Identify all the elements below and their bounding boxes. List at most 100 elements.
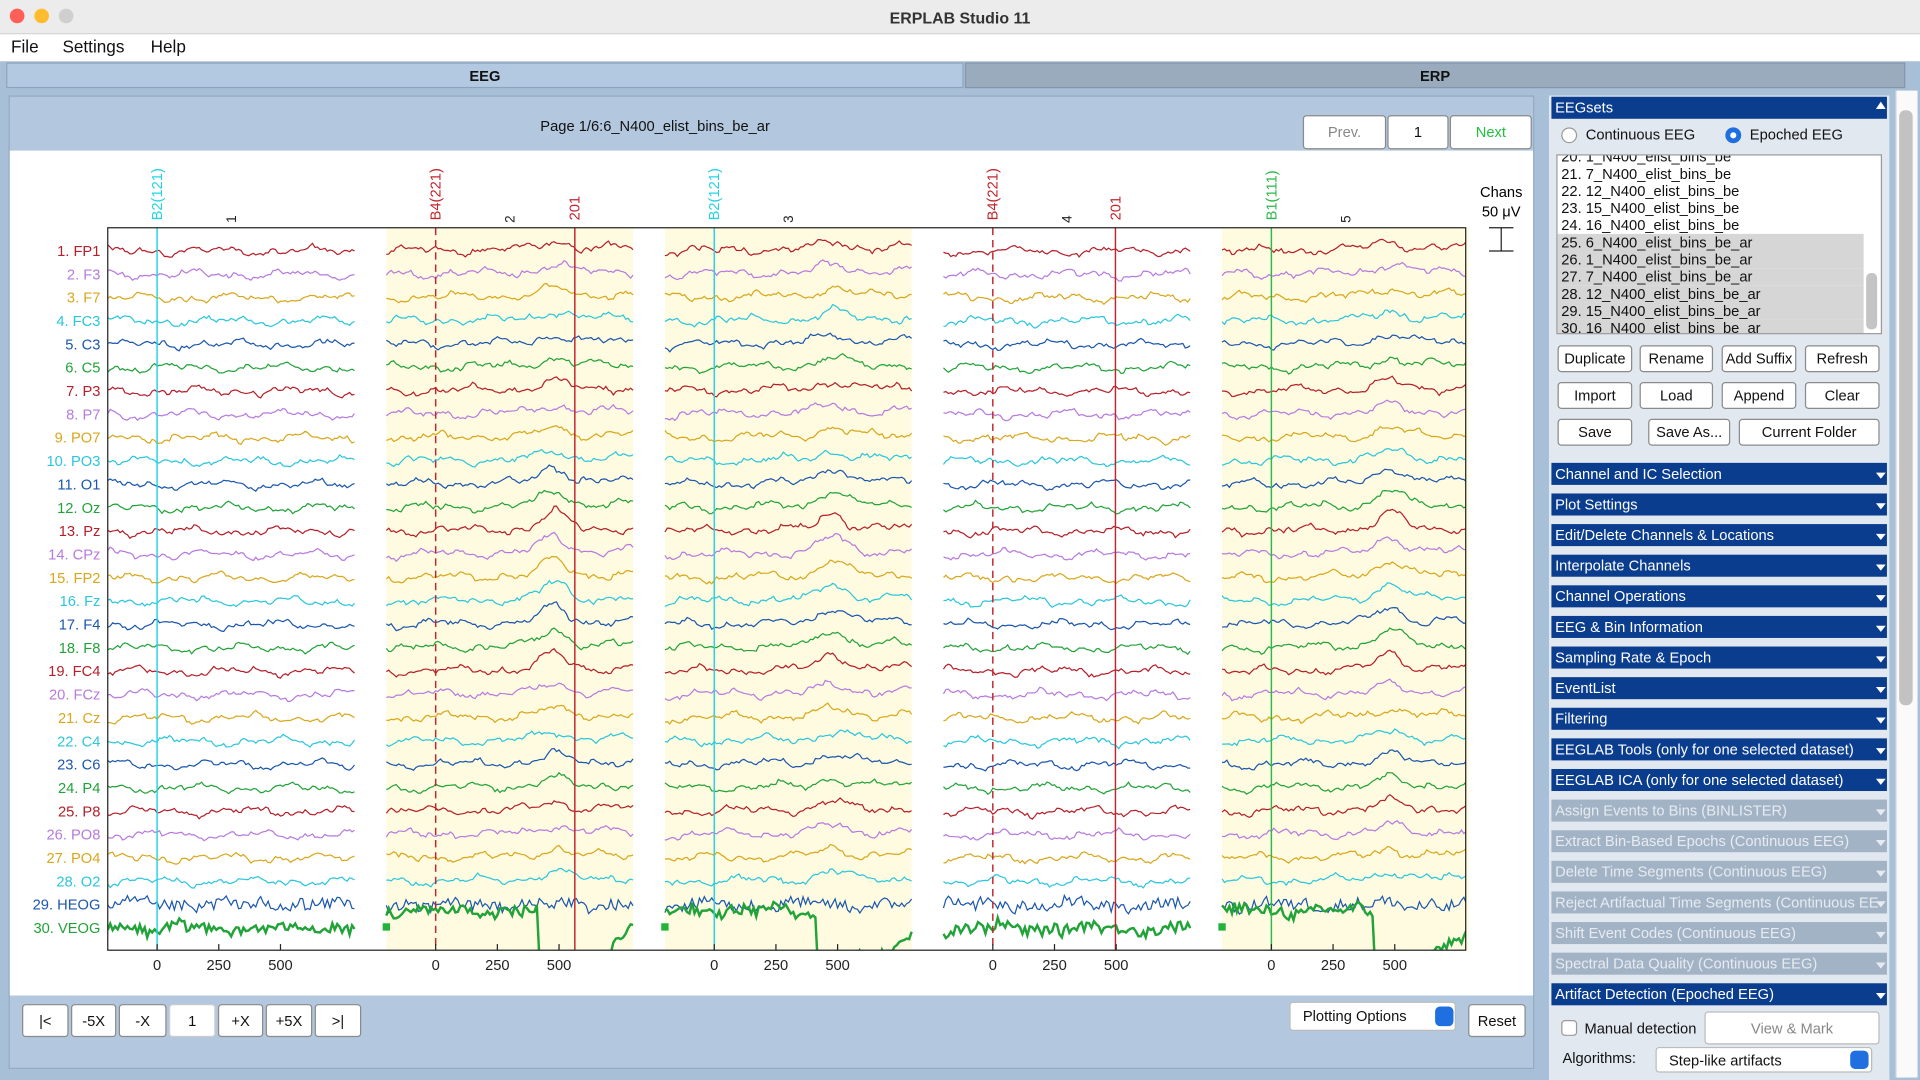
eeg-trace	[664, 381, 913, 398]
dataset-item[interactable]: 20. 1_N400_elist_bins_be	[1561, 154, 1732, 166]
page-input[interactable]: 1	[1387, 115, 1449, 150]
panel-header[interactable]: EEG & Bin Information	[1551, 615, 1887, 638]
dataset-button[interactable]: Duplicate	[1557, 345, 1633, 373]
nav-button[interactable]: -X	[118, 1004, 167, 1038]
eeg-trace	[664, 631, 912, 652]
panel-header[interactable]: EEGLAB Tools (only for one selected data…	[1551, 738, 1887, 761]
panel-header[interactable]: Artifact Detection (Epoched EEG)	[1551, 983, 1887, 1006]
panel-header[interactable]: Shift Event Codes (Continuous EEG)	[1551, 922, 1887, 945]
menu-item[interactable]: Help	[150, 36, 186, 57]
dataset-item[interactable]: 23. 15_N400_elist_bins_be	[1561, 199, 1740, 217]
view-mark-button[interactable]: View & Mark	[1704, 1011, 1880, 1045]
panel-header[interactable]: EEGLAB ICA (only for one selected datase…	[1551, 768, 1887, 792]
dataset-item[interactable]: 26. 1_N400_elist_bins_be_ar	[1557, 251, 1864, 269]
nav-button[interactable]: -5X	[71, 1004, 117, 1038]
next-button[interactable]: Next	[1449, 115, 1532, 150]
radio-button[interactable]	[1725, 127, 1742, 144]
nav-button[interactable]: +5X	[265, 1004, 313, 1038]
panel-header[interactable]: Channel Operations	[1551, 585, 1887, 608]
prev-button[interactable]: Prev.	[1302, 115, 1387, 150]
dataset-button[interactable]: Rename	[1639, 345, 1714, 373]
eeg-trace	[943, 734, 1191, 750]
eeg-trace	[1221, 649, 1466, 676]
nav-button[interactable]: +X	[217, 1004, 264, 1038]
panel-header[interactable]: Delete Time Segments (Continuous EEG)	[1551, 860, 1887, 883]
axes-box	[107, 227, 1467, 951]
radio-label[interactable]: Continuous EEG	[1585, 126, 1696, 144]
dataset-button[interactable]: Current Folder	[1738, 418, 1880, 446]
panel-header[interactable]: Assign Events to Bins (BINLISTER)	[1551, 799, 1887, 822]
window-control[interactable]	[58, 8, 74, 24]
dataset-item[interactable]: 30. 16_N400_elist_bins_be_ar	[1557, 319, 1864, 334]
eeg-trace	[943, 781, 1191, 796]
window-control[interactable]	[34, 8, 49, 24]
eeg-trace	[107, 618, 355, 633]
eeg-trace	[664, 559, 912, 585]
panel-header[interactable]: Edit/Delete Channels & Locations	[1551, 524, 1887, 547]
tab[interactable]: EEG	[6, 62, 964, 89]
x-tick-label: 0	[710, 958, 718, 974]
dataset-button[interactable]: Load	[1639, 382, 1714, 409]
eeg-trace	[386, 704, 634, 724]
dataset-item[interactable]: 24. 16_N400_elist_bins_be	[1561, 216, 1740, 234]
dataset-button[interactable]: Save As...	[1648, 418, 1731, 446]
algorithm-select[interactable]: Step-like artifacts	[1655, 1046, 1873, 1073]
checkbox-label[interactable]: Manual detection	[1584, 1020, 1697, 1038]
dataset-button[interactable]: Import	[1557, 382, 1633, 409]
eeg-trace	[664, 822, 913, 841]
panel-header[interactable]: Extract Bin-Based Epochs (Continuous EEG…	[1551, 830, 1887, 853]
eeg-trace	[1221, 399, 1466, 421]
dataset-button[interactable]: Refresh	[1804, 345, 1880, 373]
dataset-item[interactable]: 29. 15_N400_elist_bins_be_ar	[1557, 302, 1864, 320]
dataset-item[interactable]: 27. 7_N400_elist_bins_be_ar	[1557, 268, 1864, 286]
expand-arrow	[1875, 564, 1886, 571]
panel-header[interactable]: Interpolate Channels	[1551, 554, 1887, 577]
algorithms-label: Algorithms:	[1562, 1049, 1636, 1067]
panel-header[interactable]: Plot Settings	[1551, 493, 1887, 516]
expand-arrow	[1875, 962, 1886, 969]
channel-label: 18. F8	[59, 641, 101, 657]
event-label: B1(111)	[1264, 170, 1280, 220]
panel-header[interactable]: Reject Artifactual Time Segments (Contin…	[1551, 891, 1887, 914]
panel-header[interactable]: Sampling Rate & Epoch	[1551, 646, 1887, 669]
dataset-button[interactable]: Clear	[1804, 382, 1880, 409]
eeg-trace	[664, 512, 913, 536]
dataset-item[interactable]: 21. 7_N400_elist_bins_be	[1561, 165, 1732, 183]
menu-item[interactable]: Settings	[62, 36, 125, 57]
eeg-trace	[107, 291, 355, 304]
panel-header[interactable]: Spectral Data Quality (Continuous EEG)	[1551, 952, 1887, 975]
checkbox[interactable]	[1561, 1020, 1578, 1036]
eeg-trace	[943, 360, 1191, 375]
eeg-trace	[386, 310, 634, 326]
panel-header[interactable]: Filtering	[1551, 707, 1887, 730]
dataset-list: 20. 1_N400_elist_bins_be 21. 7_N400_elist…	[1556, 154, 1883, 335]
nav-button[interactable]: >|	[314, 1004, 362, 1038]
radio-button[interactable]	[1561, 127, 1578, 144]
eeg-trace	[386, 489, 634, 514]
plotting-options[interactable]: Plotting Options	[1289, 1001, 1456, 1032]
dataset-button[interactable]: Add Suffix	[1721, 345, 1797, 373]
tab[interactable]: ERP	[964, 62, 1906, 89]
panel-header[interactable]: EventList	[1551, 677, 1887, 700]
panel-header[interactable]: EEGsets	[1551, 96, 1887, 119]
eeg-trace	[943, 546, 1191, 561]
dataset-button[interactable]: Append	[1721, 382, 1797, 409]
eeg-trace	[107, 641, 355, 655]
reset-button[interactable]: Reset	[1468, 1004, 1526, 1038]
list-scrollbar[interactable]	[1866, 273, 1878, 330]
epoch-input[interactable]: 1	[168, 1004, 216, 1038]
window-control[interactable]	[9, 8, 25, 24]
panel-header[interactable]: Channel and IC Selection	[1551, 462, 1887, 485]
radio-label[interactable]: Epoched EEG	[1749, 126, 1843, 144]
dataset-item[interactable]: 25. 6_N400_elist_bins_be_ar	[1557, 233, 1864, 252]
menu-item[interactable]: File	[11, 36, 39, 57]
eeg-trace	[664, 469, 913, 490]
x-tick-label: 500	[825, 958, 850, 974]
dataset-item[interactable]: 22. 12_N400_elist_bins_be	[1561, 182, 1740, 200]
dataset-button[interactable]: Save	[1557, 418, 1633, 446]
nav-button[interactable]: |<	[22, 1004, 69, 1038]
scale-title: Chans	[1480, 185, 1522, 201]
scrollbar-thumb[interactable]	[1899, 110, 1913, 706]
dataset-item[interactable]: 28. 12_N400_elist_bins_be_ar	[1557, 285, 1864, 303]
